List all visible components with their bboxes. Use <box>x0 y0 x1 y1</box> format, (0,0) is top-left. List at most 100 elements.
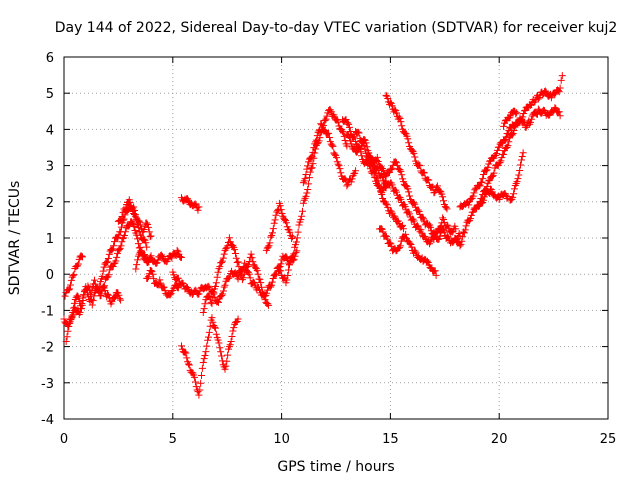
x-axis-title: GPS time / hours <box>277 459 394 475</box>
data-point <box>308 153 316 161</box>
data-point <box>203 342 211 350</box>
data-point <box>480 171 488 179</box>
data-point <box>205 328 213 336</box>
data-point <box>361 145 369 153</box>
data-point <box>323 112 331 120</box>
data-point <box>330 111 338 119</box>
data-point <box>405 139 413 147</box>
data-point <box>79 294 87 302</box>
data-point <box>117 215 125 223</box>
data-point <box>231 249 239 257</box>
data-point <box>423 257 431 265</box>
data-point <box>64 327 72 335</box>
data-point <box>490 169 498 177</box>
data-point <box>551 104 559 112</box>
data-point <box>338 126 346 134</box>
data-point <box>133 231 141 239</box>
data-point <box>182 349 190 357</box>
data-point <box>209 293 217 301</box>
data-point <box>201 351 209 359</box>
data-series-arc-5 <box>114 196 155 241</box>
data-point <box>183 284 191 292</box>
data-point <box>107 245 115 253</box>
data-point <box>341 136 349 144</box>
data-point <box>534 105 542 113</box>
data-point <box>294 228 302 236</box>
data-point <box>145 228 153 236</box>
data-point <box>461 226 469 234</box>
data-point <box>377 224 385 232</box>
data-point <box>469 192 477 200</box>
data-point <box>113 288 121 296</box>
data-point <box>381 179 389 187</box>
data-point <box>265 301 273 309</box>
data-point <box>425 222 433 230</box>
data-point <box>78 299 86 307</box>
data-point <box>116 217 124 225</box>
data-point <box>304 185 312 193</box>
x-tick-label: 5 <box>169 432 177 447</box>
data-point <box>122 204 130 212</box>
data-point <box>413 222 421 230</box>
data-point <box>392 109 400 117</box>
data-point <box>195 391 203 399</box>
data-point <box>195 290 203 298</box>
data-point <box>257 279 265 287</box>
data-point <box>61 292 69 300</box>
data-point <box>214 336 222 344</box>
data-point <box>460 229 468 237</box>
y-tick-label: 6 <box>46 51 54 66</box>
data-point <box>507 112 515 120</box>
data-point <box>191 373 199 381</box>
data-series-arc-21 <box>452 72 566 250</box>
data-point <box>384 95 392 103</box>
data-point <box>65 286 73 294</box>
x-tick-label: 25 <box>600 432 617 447</box>
data-point <box>218 257 226 265</box>
data-point <box>132 265 140 273</box>
data-point <box>498 154 506 162</box>
data-point <box>258 283 266 291</box>
data-point <box>493 146 501 154</box>
y-tick-label: 0 <box>46 268 54 283</box>
data-point <box>202 348 210 356</box>
data-point <box>285 266 293 274</box>
data-point <box>355 129 363 137</box>
data-point <box>144 273 152 281</box>
data-point <box>198 372 206 380</box>
data-point <box>509 193 517 201</box>
data-point <box>431 232 439 240</box>
data-point <box>402 230 410 238</box>
data-point <box>539 91 547 99</box>
data-point <box>135 217 143 225</box>
data-point <box>512 180 520 188</box>
data-point <box>397 237 405 245</box>
data-point <box>112 257 120 265</box>
data-point <box>299 179 307 187</box>
data-point <box>382 178 390 186</box>
data-point <box>200 305 208 313</box>
data-point <box>420 232 428 240</box>
data-point <box>387 179 395 187</box>
data-point <box>420 169 428 177</box>
data-point <box>467 211 475 219</box>
data-point <box>298 212 306 220</box>
data-point <box>194 206 202 214</box>
data-point <box>303 165 311 173</box>
data-series-arc-7 <box>143 266 183 299</box>
data-point <box>519 149 527 157</box>
data-point <box>405 188 413 196</box>
data-point <box>300 196 308 204</box>
data-point <box>482 167 490 175</box>
data-points <box>60 72 566 399</box>
data-point <box>288 235 296 243</box>
data-point <box>345 123 353 131</box>
data-point <box>313 132 321 140</box>
grid-lines <box>64 57 608 419</box>
data-point <box>286 228 294 236</box>
data-point <box>517 161 525 169</box>
data-point <box>246 274 254 282</box>
data-point <box>469 208 477 216</box>
data-point <box>113 253 121 261</box>
data-point <box>399 221 407 229</box>
